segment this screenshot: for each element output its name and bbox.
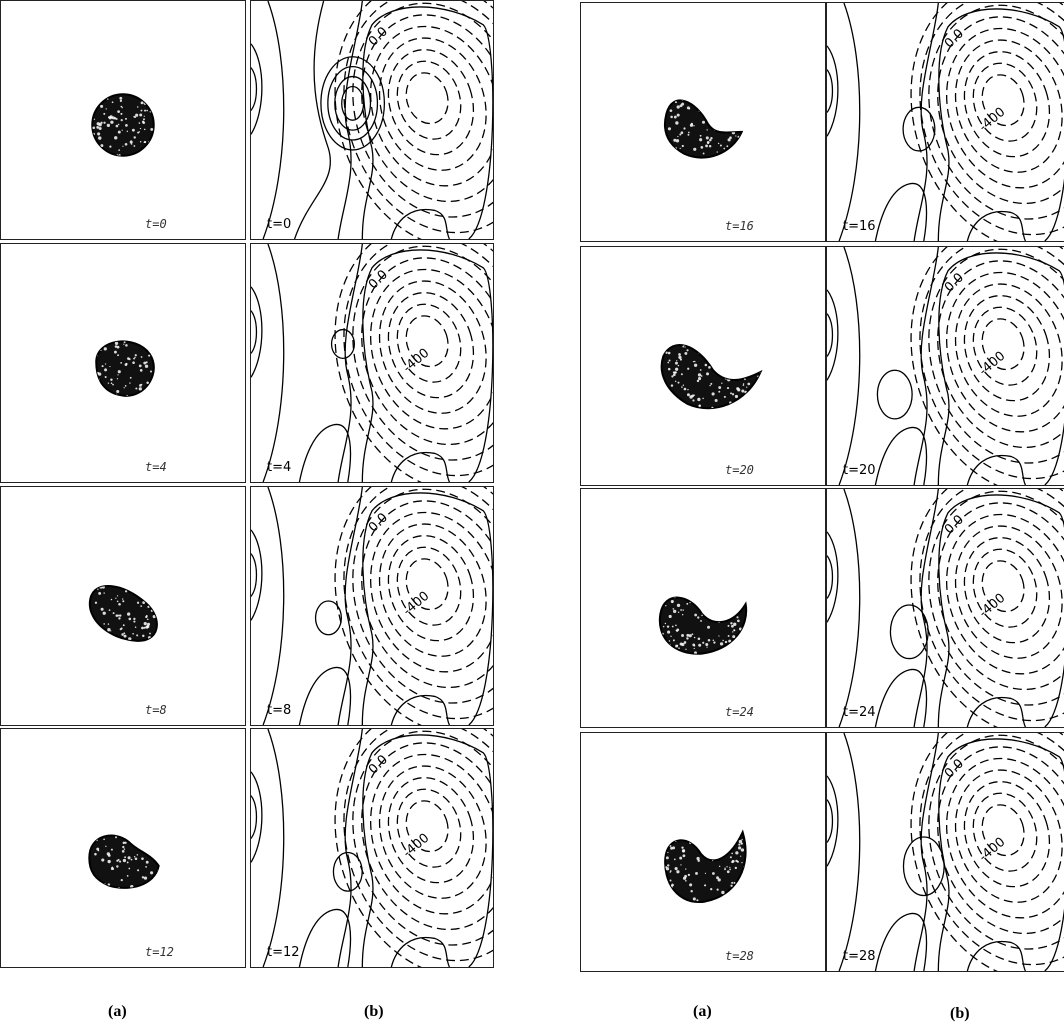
negative-contour-label: -400 xyxy=(400,831,432,861)
vorticity-patch-panel: t=16 xyxy=(580,2,826,242)
streamfunction-contour-panel: 0.0 -400 t=24 xyxy=(826,488,1064,728)
contour-field: 0.0 -400 xyxy=(251,729,493,967)
zero-contour-label: 0.0 xyxy=(942,756,967,781)
streamfunction-contour-panel: 0.0 -400 t=4 xyxy=(250,243,494,483)
zero-contour-label: 0.0 xyxy=(366,510,391,535)
zero-contour-label: 0.0 xyxy=(366,24,391,49)
time-label: t=4 xyxy=(267,460,292,475)
vortex-patch xyxy=(664,829,747,903)
vorticity-patch-panel: t=24 xyxy=(580,488,826,728)
negative-contour-label: -400 xyxy=(976,835,1008,865)
vorticity-patch-panel: t=12 xyxy=(0,728,246,968)
time-label: t=12 xyxy=(145,945,174,959)
time-label: t=20 xyxy=(843,463,876,478)
streamfunction-contour-panel: 0.0 -400 t=8 xyxy=(250,486,494,726)
vorticity-patch-panel: t=4 xyxy=(0,243,246,483)
contour-field: 0.0 -400 xyxy=(251,244,493,482)
vorticity-patch-panel: t=0 xyxy=(0,0,246,240)
negative-contour-label: -400 xyxy=(976,349,1008,379)
streamfunction-contour-panel: 0.0 -400 t=16 xyxy=(826,2,1064,242)
time-label: t=12 xyxy=(267,945,300,960)
zero-contour-label: 0.0 xyxy=(366,267,391,292)
vorticity-patch-panel: t=28 xyxy=(580,732,826,972)
contour-field: 0.0 -400 xyxy=(827,247,1064,485)
caption-b-left: (b) xyxy=(364,1003,384,1020)
zero-contour-label: 0.0 xyxy=(366,752,391,777)
streamfunction-contour-panel: 0.0 -400 t=20 xyxy=(826,246,1064,486)
vorticity-patch-panel: t=8 xyxy=(0,486,246,726)
negative-contour-label: -400 xyxy=(976,591,1008,621)
vortex-patch xyxy=(663,99,744,159)
contour-field: 0.0 -400 xyxy=(827,489,1064,727)
time-label: t=4 xyxy=(145,460,167,474)
vortex-patch xyxy=(91,93,155,157)
vortex-patch xyxy=(95,340,155,397)
vorticity-patch-panel: t=20 xyxy=(580,246,826,486)
zero-contour-label: 0.0 xyxy=(942,270,967,295)
contour-field: 0.0 -400 xyxy=(827,733,1064,971)
vortex-patch xyxy=(88,834,160,889)
caption-b-right: (b) xyxy=(950,1005,970,1022)
vortex-patch xyxy=(88,585,158,642)
contour-field: 0.0 xyxy=(251,1,493,239)
caption-a-right: (a) xyxy=(693,1003,712,1020)
streamfunction-contour-panel: 0.0 t=0 xyxy=(250,0,494,240)
time-label: t=8 xyxy=(145,703,167,717)
negative-contour-label: -400 xyxy=(400,346,432,376)
time-label: t=0 xyxy=(145,217,167,231)
time-label: t=28 xyxy=(843,949,876,964)
time-label: t=28 xyxy=(725,949,754,963)
time-label: t=24 xyxy=(843,705,876,720)
negative-contour-label: -400 xyxy=(400,589,432,619)
caption-a-left: (a) xyxy=(108,1003,127,1020)
time-label: t=24 xyxy=(725,705,754,719)
contour-field: 0.0 -400 xyxy=(827,3,1064,241)
zero-contour-label: 0.0 xyxy=(942,512,967,537)
streamfunction-contour-panel: 0.0 -400 t=28 xyxy=(826,732,1064,972)
vortex-patch xyxy=(658,596,748,655)
time-label: t=16 xyxy=(843,219,876,234)
vortex-patch xyxy=(660,344,763,410)
contour-field: 0.0 -400 xyxy=(251,487,493,725)
time-label: t=0 xyxy=(267,217,292,232)
zero-contour-label: 0.0 xyxy=(942,26,967,51)
time-label: t=16 xyxy=(725,219,754,233)
streamfunction-contour-panel: 0.0 -400 t=12 xyxy=(250,728,494,968)
time-label: t=8 xyxy=(267,703,292,718)
negative-contour-label: -400 xyxy=(976,105,1008,135)
time-label: t=20 xyxy=(725,463,754,477)
